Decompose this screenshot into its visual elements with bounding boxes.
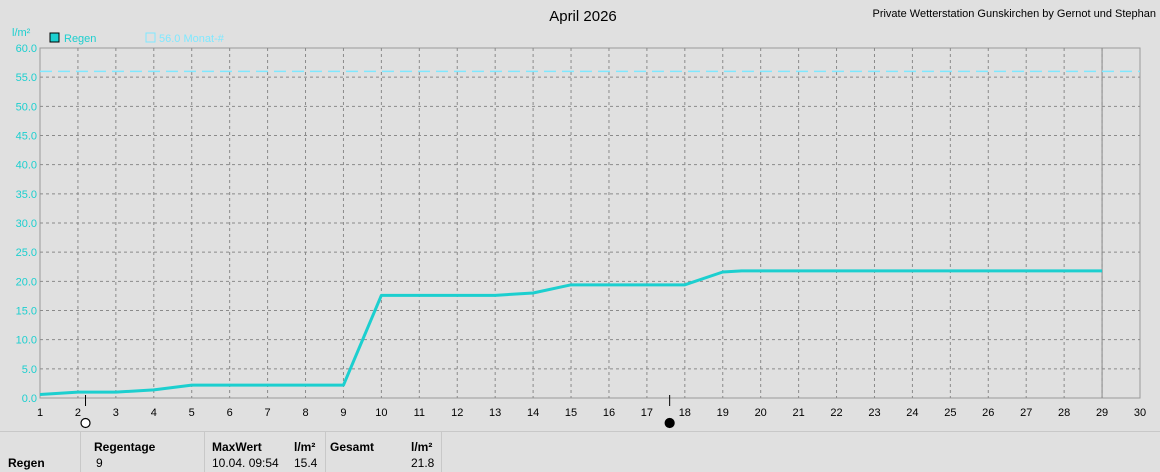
y-tick-label: 40.0 xyxy=(16,160,37,172)
maxwert-value: 15.4 xyxy=(294,456,317,470)
y-tick-label: 45.0 xyxy=(16,131,37,143)
legend-label-regen: Regen xyxy=(64,33,96,45)
footer-row-label-cell: Regen xyxy=(0,432,81,472)
x-tick-label: 15 xyxy=(565,407,577,419)
x-tick-label: 18 xyxy=(679,407,691,419)
chart: April 2026 Private Wetterstation Gunskir… xyxy=(0,0,1160,431)
chart-subtitle: Private Wetterstation Gunskirchen by Ger… xyxy=(872,8,1156,20)
regentage-value: 9 xyxy=(96,456,103,470)
legend-swatch-monat xyxy=(146,33,155,42)
regentage-header: Regentage xyxy=(94,440,155,454)
footer-gesamt-cell: Gesamt l/m² 21.8 xyxy=(326,432,442,472)
x-tick-label: 19 xyxy=(717,407,729,419)
footer-regentage-cell: Regentage 9 xyxy=(80,432,205,472)
x-tick-label: 1 xyxy=(37,407,43,419)
new-moon-icon xyxy=(665,419,674,428)
y-tick-label: 55.0 xyxy=(16,72,37,84)
legend-label-monat: 56.0 Monat-# xyxy=(159,33,225,45)
x-tick-label: 20 xyxy=(755,407,767,419)
x-tick-label: 26 xyxy=(982,407,994,419)
x-tick-label: 24 xyxy=(906,407,918,419)
y-tick-labels: 0.0 5.0 10.0 15.0 20.0 25.0 30.0 35.0 40.0 45.0 50… xyxy=(16,43,37,405)
full-moon-icon xyxy=(81,419,90,428)
y-tick-label: 15.0 xyxy=(16,306,37,318)
x-tick-label: 21 xyxy=(792,407,804,419)
x-tick-label: 23 xyxy=(868,407,880,419)
y-tick-label: 50.0 xyxy=(16,101,37,113)
y-tick-label: 30.0 xyxy=(16,218,37,230)
footer-row-label: Regen xyxy=(8,456,45,470)
y-tick-label: 10.0 xyxy=(16,335,37,347)
x-tick-label: 6 xyxy=(227,407,233,419)
gesamt-unit: l/m² xyxy=(411,440,432,454)
footer-maxwert-cell: MaxWert l/m² 10.04. 09:54 15.4 xyxy=(205,432,326,472)
x-tick-label: 3 xyxy=(113,407,119,419)
y-tick-label: 60.0 xyxy=(16,43,37,55)
x-tick-label: 14 xyxy=(527,407,539,419)
x-tick-label: 11 xyxy=(414,407,425,419)
legend-swatch-regen xyxy=(50,33,59,42)
gesamt-header: Gesamt xyxy=(330,440,374,454)
statistics-footer: Regen Regentage 9 MaxWert l/m² 10.04. 09… xyxy=(0,431,1160,472)
x-tick-label: 27 xyxy=(1020,407,1032,419)
chart-title: April 2026 xyxy=(549,8,617,25)
maxwert-header: MaxWert xyxy=(212,440,262,454)
y-tick-label: 35.0 xyxy=(16,189,37,201)
x-tick-label: 22 xyxy=(830,407,842,419)
x-tick-label: 2 xyxy=(75,407,81,419)
y-tick-label: 0.0 xyxy=(22,393,37,405)
maxwert-date: 10.04. 09:54 xyxy=(212,456,279,470)
maxwert-unit: l/m² xyxy=(294,440,315,454)
x-tick-label: 10 xyxy=(375,407,387,419)
x-tick-label: 30 xyxy=(1134,407,1146,419)
x-tick-label: 12 xyxy=(451,407,463,419)
x-tick-label: 25 xyxy=(944,407,956,419)
x-tick-label: 28 xyxy=(1058,407,1070,419)
x-tick-label: 17 xyxy=(641,407,653,419)
x-tick-label: 13 xyxy=(489,407,501,419)
x-tick-label: 8 xyxy=(302,407,308,419)
x-tick-label: 9 xyxy=(340,407,346,419)
y-tick-label: 25.0 xyxy=(16,247,37,259)
y-axis-label: l/m² xyxy=(12,27,31,39)
x-tick-label: 29 xyxy=(1096,407,1108,419)
x-tick-label: 4 xyxy=(151,407,157,419)
gesamt-value: 21.8 xyxy=(411,456,434,470)
y-tick-label: 20.0 xyxy=(16,276,37,288)
x-tick-label: 5 xyxy=(189,407,195,419)
x-tick-label: 16 xyxy=(603,407,615,419)
y-tick-label: 5.0 xyxy=(22,364,37,376)
x-tick-label: 7 xyxy=(265,407,271,419)
